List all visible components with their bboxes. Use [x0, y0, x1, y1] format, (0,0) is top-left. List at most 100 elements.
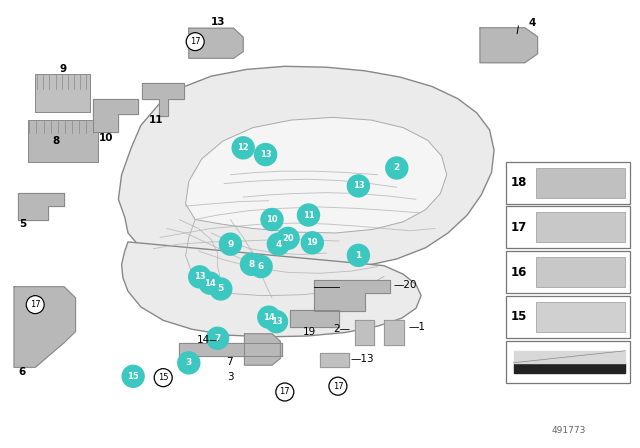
Text: 6: 6 [18, 367, 25, 377]
Text: 17: 17 [30, 300, 40, 309]
Text: 4: 4 [529, 18, 536, 28]
Text: —1: —1 [408, 322, 426, 332]
Circle shape [277, 227, 299, 250]
Text: 5: 5 [218, 284, 224, 293]
Polygon shape [355, 320, 374, 345]
Circle shape [189, 266, 211, 288]
Text: 1: 1 [355, 251, 362, 260]
FancyBboxPatch shape [506, 162, 630, 203]
FancyBboxPatch shape [35, 74, 90, 112]
FancyBboxPatch shape [536, 302, 625, 332]
Text: 2: 2 [394, 164, 400, 172]
Text: 12: 12 [237, 143, 249, 152]
Text: 17: 17 [190, 37, 200, 46]
Text: 7: 7 [226, 357, 232, 367]
Polygon shape [314, 280, 390, 311]
Text: 8: 8 [248, 260, 255, 269]
Text: 19: 19 [303, 327, 316, 336]
Text: 3: 3 [227, 372, 234, 382]
Text: 13: 13 [194, 272, 205, 281]
FancyBboxPatch shape [536, 168, 625, 198]
Text: 13: 13 [260, 150, 271, 159]
Circle shape [232, 137, 254, 159]
Text: 18: 18 [511, 176, 527, 189]
Polygon shape [514, 351, 625, 363]
Circle shape [122, 365, 144, 388]
Circle shape [255, 143, 276, 166]
FancyBboxPatch shape [506, 251, 630, 293]
Polygon shape [179, 343, 282, 356]
Text: 13: 13 [211, 17, 225, 26]
Circle shape [250, 255, 272, 278]
Polygon shape [186, 117, 447, 233]
Circle shape [329, 377, 347, 395]
Circle shape [220, 233, 241, 255]
Circle shape [261, 208, 283, 231]
Text: 14—: 14— [197, 335, 221, 345]
Text: 5: 5 [19, 219, 26, 229]
Circle shape [301, 232, 323, 254]
Text: 15: 15 [127, 372, 139, 381]
Text: 10: 10 [99, 133, 114, 142]
Text: 4: 4 [275, 240, 282, 249]
Text: 8: 8 [52, 136, 60, 146]
Polygon shape [189, 28, 243, 58]
Text: 20: 20 [282, 234, 294, 243]
Text: 17: 17 [511, 221, 527, 234]
Circle shape [258, 306, 280, 328]
Text: 19: 19 [307, 238, 318, 247]
Polygon shape [18, 193, 64, 220]
Circle shape [348, 175, 369, 197]
FancyBboxPatch shape [506, 296, 630, 338]
Text: 17: 17 [280, 388, 290, 396]
Polygon shape [480, 28, 538, 63]
Text: 11: 11 [303, 211, 314, 220]
Polygon shape [244, 334, 280, 365]
Polygon shape [142, 83, 184, 116]
Circle shape [186, 33, 204, 51]
Polygon shape [93, 99, 138, 132]
Text: —20: —20 [394, 280, 417, 290]
Circle shape [154, 369, 172, 387]
Polygon shape [290, 310, 339, 327]
Circle shape [386, 157, 408, 179]
Polygon shape [14, 287, 76, 367]
Polygon shape [118, 66, 494, 270]
FancyBboxPatch shape [28, 120, 97, 162]
Text: 6: 6 [258, 262, 264, 271]
Polygon shape [384, 320, 404, 345]
Text: 491773: 491773 [551, 426, 586, 435]
Circle shape [241, 253, 262, 276]
Text: 9: 9 [59, 65, 67, 74]
Text: 10: 10 [266, 215, 278, 224]
Text: 14: 14 [263, 313, 275, 322]
Circle shape [199, 272, 221, 294]
FancyBboxPatch shape [536, 212, 625, 242]
Text: 16: 16 [511, 266, 527, 279]
Circle shape [26, 296, 44, 314]
Text: —13: —13 [351, 354, 374, 364]
Text: 2—: 2— [333, 324, 351, 334]
Text: 9: 9 [227, 240, 234, 249]
Circle shape [178, 352, 200, 374]
Polygon shape [514, 363, 625, 373]
Circle shape [207, 327, 228, 349]
Polygon shape [320, 353, 349, 367]
Circle shape [268, 233, 289, 255]
Text: 15: 15 [158, 373, 168, 382]
Circle shape [210, 278, 232, 300]
Text: 7: 7 [214, 334, 221, 343]
Text: 13: 13 [353, 181, 364, 190]
Text: 11: 11 [148, 115, 163, 125]
Text: 15: 15 [511, 310, 527, 323]
Text: 14: 14 [204, 279, 216, 288]
Text: 3: 3 [186, 358, 192, 367]
Text: 13: 13 [271, 317, 282, 326]
FancyBboxPatch shape [506, 341, 630, 383]
FancyBboxPatch shape [536, 257, 625, 287]
FancyBboxPatch shape [506, 207, 630, 248]
Polygon shape [122, 242, 421, 337]
Circle shape [266, 310, 287, 333]
Circle shape [276, 383, 294, 401]
Text: 17: 17 [333, 382, 343, 391]
